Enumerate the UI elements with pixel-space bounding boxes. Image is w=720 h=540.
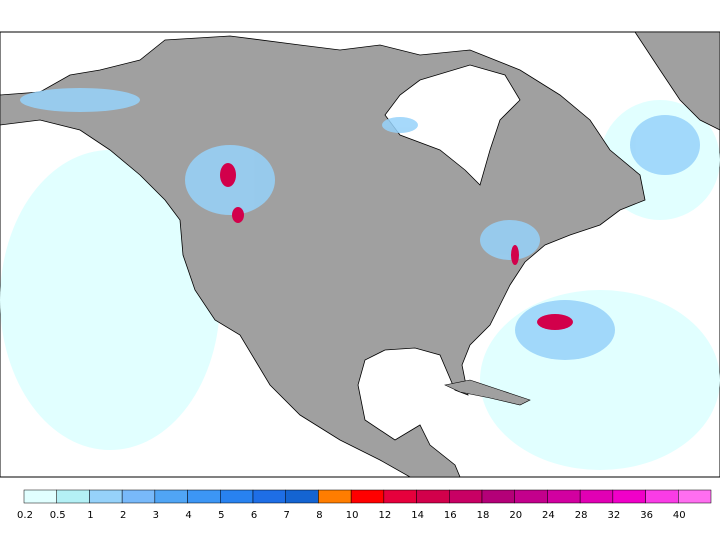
colorbar-box [449, 489, 483, 504]
colorbar-box [154, 489, 188, 504]
colorbar-box [220, 489, 254, 504]
precip-heavy [220, 163, 573, 330]
colorbar-label: 36 [640, 510, 653, 521]
colorbar-label: 7 [284, 510, 290, 521]
colorbar-label: 10 [346, 510, 359, 521]
colorbar-label: 24 [542, 510, 555, 521]
precip-light [0, 100, 720, 470]
colorbar-box [416, 489, 450, 504]
colorbar-label: 3 [153, 510, 159, 521]
colorbar-box [612, 489, 646, 504]
colorbar-box [579, 489, 614, 504]
colorbar-box [56, 489, 90, 504]
colorbar-label: 4 [185, 510, 191, 521]
colorbar-label: 16 [444, 510, 457, 521]
colorbar-box [285, 489, 319, 504]
colorbar-box [383, 489, 417, 504]
precip-moderate [20, 88, 700, 360]
colorbar-box [547, 489, 581, 504]
hudson-bay [384, 64, 521, 186]
colorbar-box [23, 489, 57, 504]
colorbar-label: 40 [673, 510, 686, 521]
colorbar-label: 32 [607, 510, 620, 521]
greenland [634, 31, 720, 131]
colorbar-box [678, 489, 712, 504]
colorbar-box [89, 489, 123, 504]
colorbar-label: 14 [411, 510, 424, 521]
colorbar-label: 1 [87, 510, 93, 521]
colorbar-box [514, 489, 548, 504]
colorbar-box [252, 489, 286, 504]
colorbar-box [350, 489, 385, 504]
cuba [444, 379, 531, 406]
colorbar-label: 18 [477, 510, 490, 521]
colorbar-box [481, 489, 515, 504]
colorbar-label: 28 [575, 510, 588, 521]
colorbar-label: 8 [316, 510, 322, 521]
colorbar-label: 20 [509, 510, 522, 521]
colorbar-label: 2 [120, 510, 126, 521]
colorbar-box [187, 489, 221, 504]
colorbar-box [645, 489, 679, 504]
colorbar-label: 12 [378, 510, 391, 521]
colorbar-label: 0.2 [17, 510, 33, 521]
colorbar-label: 6 [251, 510, 257, 521]
colorbar-box [318, 489, 352, 504]
colorbar-label: 5 [218, 510, 224, 521]
colorbar: 0.2 0.5 1 2 3 4 5 6 7 8 10 12 14 16 18 20 24 28 32 36 40 [17, 489, 712, 521]
colorbar-label: 0.5 [50, 510, 66, 521]
colorbar-box [121, 489, 156, 504]
